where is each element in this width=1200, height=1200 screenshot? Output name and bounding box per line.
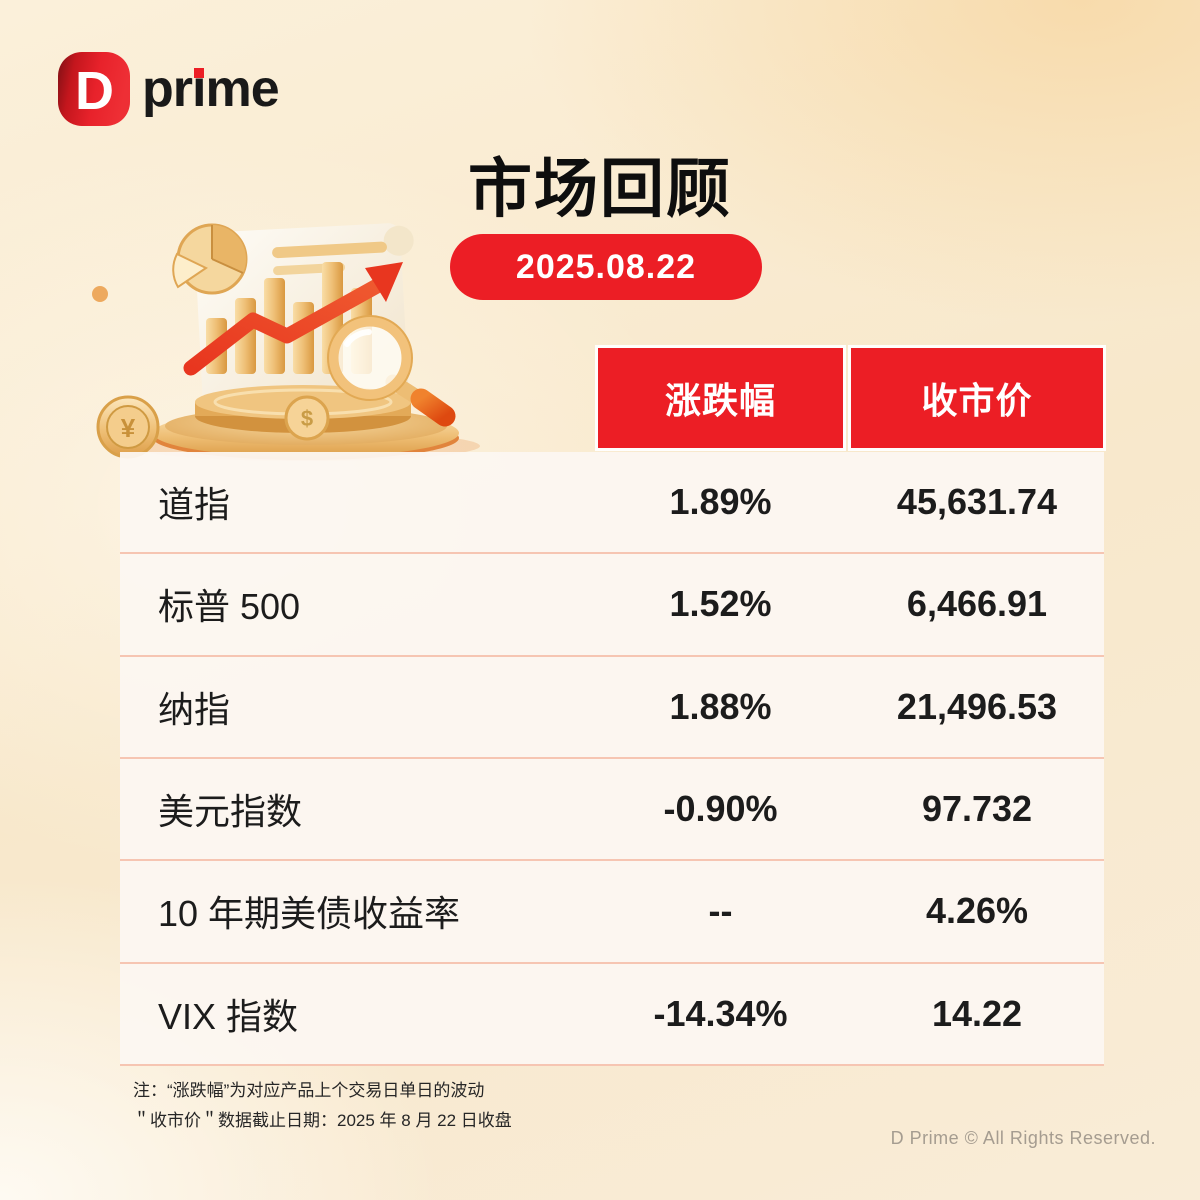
row-close: 21,496.53 — [896, 685, 1058, 727]
footnote-line1: 注：“涨跌幅”为对应产品上个交易日单日的波动 — [133, 1081, 485, 1100]
row-label: 10 年期美债收益率 — [158, 893, 461, 935]
row-change: -14.34% — [653, 992, 788, 1034]
row-change: 1.88% — [669, 685, 772, 727]
coin-yen-icon: ¥ — [96, 395, 160, 459]
row-change: -- — [708, 890, 733, 932]
column-header-close: 收市价 — [848, 345, 1106, 451]
page-title: 市场回顾 — [468, 153, 732, 225]
legend-line-icon — [272, 241, 387, 259]
row-label: 美元指数 — [158, 791, 303, 833]
logo-d-letter: D — [75, 61, 114, 121]
row-close: 45,631.74 — [896, 481, 1058, 523]
footnote-line2: ＂收市价＂数据截止日期：2025 年 8 月 22 日收盘 — [133, 1111, 512, 1130]
copyright-text: D Prime © All Rights Reserved. — [890, 1128, 1156, 1148]
row-close: 97.732 — [921, 788, 1033, 830]
logo-wordmark: pr ı me — [142, 52, 280, 126]
row-label: 纳指 — [158, 688, 231, 730]
svg-text:$: $ — [301, 406, 313, 431]
row-label: 标普 500 — [158, 586, 301, 628]
trend-arrow-icon — [183, 262, 403, 376]
table-row-dxy: 美元指数 -0.90% 97.732 — [120, 759, 1104, 862]
row-label: VIX 指数 — [158, 995, 299, 1037]
floating-dot-icon — [92, 286, 108, 302]
row-change: 1.89% — [669, 481, 772, 523]
table-row-nasdaq: 纳指 1.88% 21,496.53 — [120, 657, 1104, 759]
row-close: 14.22 — [931, 992, 1023, 1034]
column-header-close-label: 收市价 — [921, 380, 1033, 421]
date-badge-text: 2025.08.22 — [515, 247, 697, 286]
brand-logo: D pr ı me — [58, 52, 280, 126]
magnifier-icon — [327, 315, 456, 427]
row-change: -0.90% — [663, 788, 778, 830]
logo-i-red-dot-icon — [193, 68, 204, 78]
market-illustration: ¥ $ — [92, 223, 480, 461]
row-label: 道指 — [158, 484, 231, 526]
logo-text-i: ı — [192, 52, 206, 126]
row-change: 1.52% — [669, 583, 772, 625]
column-header-change-label: 涨跌幅 — [664, 380, 776, 421]
market-table: 道指 1.89% 45,631.74 标普 500 1.52% 6,466.91… — [120, 452, 1104, 1066]
date-badge: 2025.08.22 — [450, 234, 762, 300]
svg-text:¥: ¥ — [121, 413, 136, 443]
pie-chart-icon — [172, 223, 248, 295]
row-close: 6,466.91 — [906, 583, 1048, 625]
row-close: 4.26% — [925, 890, 1029, 932]
dprime-logo-icon: D — [58, 52, 130, 126]
logo-text-me: me — [205, 60, 279, 118]
table-row-sp500: 标普 500 1.52% 6,466.91 — [120, 554, 1104, 657]
table-row-dow: 道指 1.89% 45,631.74 — [120, 452, 1104, 555]
coin-dollar-icon: $ — [284, 395, 330, 441]
footnotes: 注：“涨跌幅”为对应产品上个交易日单日的波动 ＂收市价＂数据截止日期：2025 … — [133, 1076, 512, 1136]
table-row-vix: VIX 指数 -14.34% 14.22 — [120, 964, 1104, 1066]
column-header-change: 涨跌幅 — [595, 345, 846, 451]
logo-text-pr: pr — [142, 60, 193, 118]
table-row-us10y: 10 年期美债收益率 -- 4.26% — [120, 861, 1104, 964]
